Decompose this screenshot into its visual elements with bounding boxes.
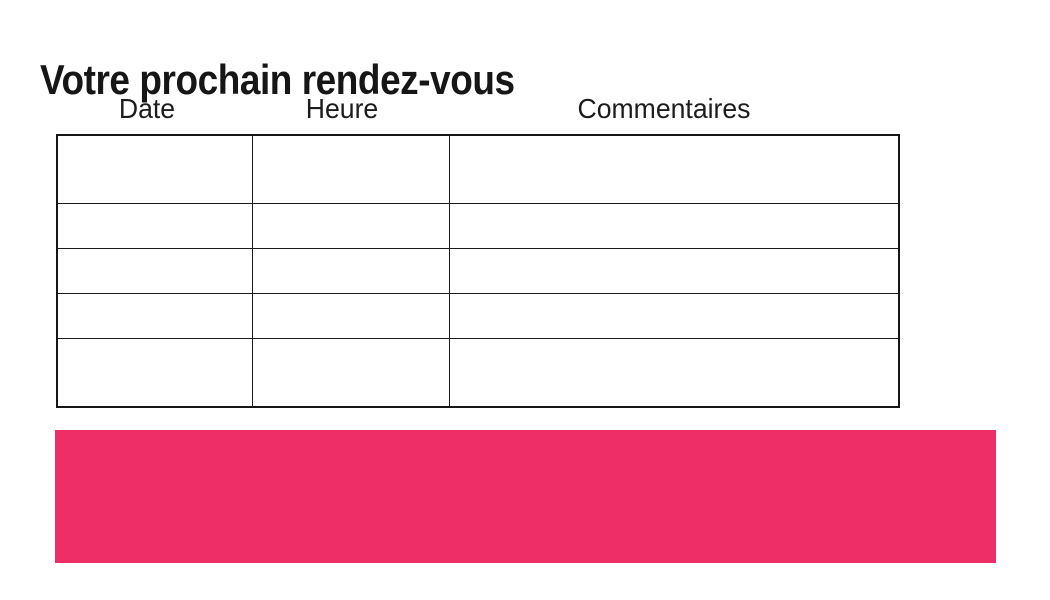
table-cell <box>56 293 253 340</box>
table-cell <box>56 134 253 204</box>
table-cell <box>449 293 900 340</box>
table-cell <box>449 202 900 249</box>
table-row <box>56 134 900 204</box>
table-header-row: Date Heure Commentaires <box>50 93 888 125</box>
column-header-commentaires: Commentaires <box>577 93 751 124</box>
table-cell <box>252 293 450 340</box>
column-header-heure: Heure <box>305 93 379 124</box>
table-cell <box>252 247 450 295</box>
appointments-table-body <box>56 134 900 408</box>
table-cell <box>449 338 900 408</box>
appointments-table <box>56 134 900 408</box>
footer-highlight-band <box>55 430 996 563</box>
table-row <box>56 293 900 340</box>
table-cell <box>56 247 253 295</box>
page-title: Votre prochain rendez-vous <box>40 56 515 104</box>
column-header-date: Date <box>118 93 176 124</box>
table-cell <box>56 202 253 249</box>
table-row <box>56 338 900 408</box>
table-cell <box>449 247 900 295</box>
table-cell <box>449 134 900 204</box>
table-cell <box>252 202 450 249</box>
table-row <box>56 202 900 249</box>
table-row <box>56 247 900 295</box>
table-cell <box>252 134 450 204</box>
table-cell <box>56 338 253 408</box>
table-cell <box>252 338 450 408</box>
